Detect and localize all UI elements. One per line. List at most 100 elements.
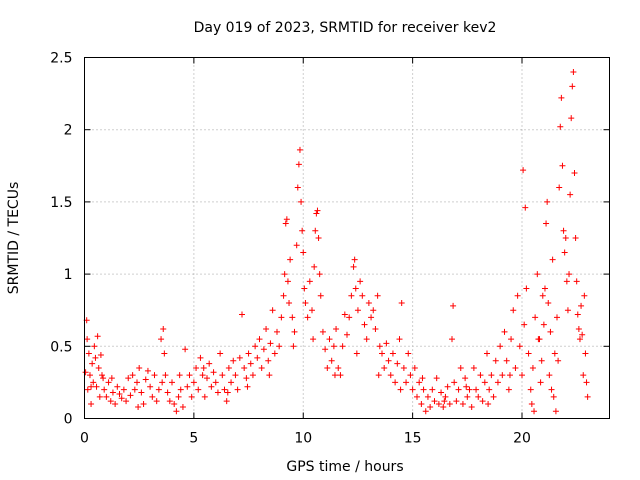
data-point <box>287 256 294 263</box>
data-point <box>575 325 582 332</box>
data-point <box>239 311 245 318</box>
data-point <box>176 372 183 379</box>
data-point <box>570 68 577 75</box>
data-point <box>195 386 202 393</box>
data-point <box>284 278 291 285</box>
data-point <box>138 389 145 396</box>
data-point <box>313 210 320 217</box>
data-point <box>193 364 200 371</box>
data-point <box>184 383 191 390</box>
data-point <box>543 220 550 227</box>
data-point <box>291 328 298 335</box>
data-point <box>225 364 232 371</box>
data-point <box>375 372 382 379</box>
data-point <box>557 123 564 130</box>
data-point <box>311 263 318 270</box>
data-point <box>420 386 427 393</box>
data-point <box>89 360 96 367</box>
data-point <box>584 393 591 400</box>
data-point <box>352 285 359 292</box>
data-point <box>267 340 274 347</box>
data-point <box>243 375 250 382</box>
data-point <box>179 403 186 410</box>
data-point <box>258 364 265 371</box>
data-point <box>337 372 344 379</box>
data-point <box>537 379 544 386</box>
data-point <box>171 401 178 408</box>
data-point <box>324 364 331 371</box>
data-point <box>200 364 207 371</box>
data-point <box>551 350 558 357</box>
data-point <box>365 299 372 306</box>
data-point <box>350 263 357 270</box>
data-point <box>473 386 480 393</box>
data-point <box>562 235 569 241</box>
data-point <box>309 307 315 314</box>
data-point <box>416 379 423 386</box>
data-point <box>118 395 125 402</box>
data-point <box>84 336 91 343</box>
data-point <box>293 242 300 249</box>
data-point <box>94 333 101 340</box>
data-point <box>490 393 497 400</box>
data-point <box>477 372 484 379</box>
data-point <box>161 350 168 357</box>
data-point <box>88 383 95 390</box>
data-point <box>520 167 527 174</box>
data-point <box>548 386 555 393</box>
data-point <box>230 357 237 364</box>
data-point <box>159 379 166 386</box>
data-point <box>376 343 383 350</box>
data-point <box>295 161 302 168</box>
data-point <box>306 278 313 285</box>
data-point <box>276 343 283 350</box>
data-point <box>451 379 458 386</box>
data-point <box>254 354 261 361</box>
data-point <box>353 350 360 357</box>
axis-ticks: 0 5 10 15 20 0 0.5 1 1.5 2 2.5 <box>50 51 610 447</box>
data-point <box>535 336 542 343</box>
data-point <box>374 292 381 299</box>
data-point <box>363 336 370 343</box>
x-axis-label: GPS time / hours <box>286 459 403 475</box>
data-point <box>497 343 504 350</box>
data-point <box>583 379 590 386</box>
chart-title: Day 019 of 2023, SRMTID for receiver kev… <box>194 20 497 36</box>
data-point <box>453 398 460 405</box>
data-point <box>580 372 587 379</box>
data-point <box>100 375 107 382</box>
data-point <box>315 235 322 241</box>
data-point <box>84 386 91 393</box>
data-point <box>105 379 112 386</box>
y-tick-label: 0 <box>64 412 73 428</box>
data-point <box>249 372 256 379</box>
data-point <box>411 364 418 371</box>
data-point <box>346 314 353 321</box>
data-point <box>429 386 436 393</box>
plot-frame <box>84 57 610 419</box>
data-point <box>521 321 528 328</box>
data-point <box>435 401 442 408</box>
data-point <box>576 336 583 343</box>
data-point <box>468 403 475 410</box>
data-point <box>289 314 296 321</box>
data-point <box>354 307 361 314</box>
data-point <box>372 325 379 332</box>
data-point <box>326 336 333 343</box>
data-point <box>208 383 215 390</box>
data-point <box>108 375 115 382</box>
data-point <box>549 256 556 263</box>
data-point <box>348 292 355 299</box>
data-point <box>405 350 412 357</box>
data-point <box>450 302 457 309</box>
data-point <box>144 367 151 374</box>
data-point <box>479 398 486 405</box>
grid <box>84 57 610 419</box>
data-point <box>135 403 142 410</box>
data-point <box>155 386 162 393</box>
data-point <box>422 408 429 415</box>
data-point <box>555 357 562 364</box>
data-point <box>457 364 464 371</box>
data-point <box>396 336 403 343</box>
data-point <box>539 292 546 299</box>
